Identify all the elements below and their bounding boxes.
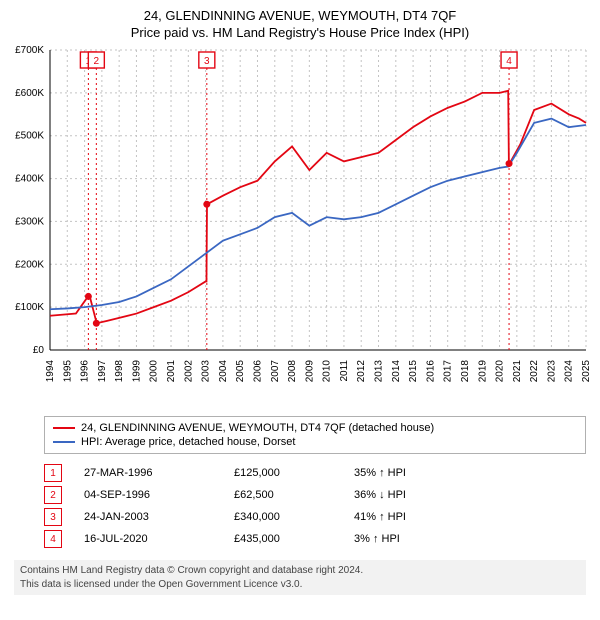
svg-text:2018: 2018 bbox=[460, 360, 471, 383]
marker-price: £340,000 bbox=[234, 511, 354, 523]
svg-text:2006: 2006 bbox=[252, 360, 263, 383]
svg-text:£300K: £300K bbox=[15, 216, 44, 227]
svg-text:£200K: £200K bbox=[15, 259, 44, 270]
svg-text:2001: 2001 bbox=[166, 360, 177, 383]
svg-text:2023: 2023 bbox=[546, 360, 557, 383]
svg-text:2003: 2003 bbox=[201, 360, 212, 383]
svg-text:2007: 2007 bbox=[270, 360, 281, 383]
svg-text:£500K: £500K bbox=[15, 131, 44, 142]
marker-date: 27-MAR-1996 bbox=[84, 467, 234, 479]
footer-attribution: Contains HM Land Registry data © Crown c… bbox=[14, 560, 586, 595]
svg-text:2016: 2016 bbox=[425, 360, 436, 383]
svg-text:4: 4 bbox=[506, 56, 512, 67]
svg-text:1999: 1999 bbox=[131, 360, 142, 383]
svg-text:£600K: £600K bbox=[15, 88, 44, 99]
svg-text:2014: 2014 bbox=[391, 360, 402, 383]
svg-text:2017: 2017 bbox=[443, 360, 454, 383]
legend: 24, GLENDINNING AVENUE, WEYMOUTH, DT4 7Q… bbox=[44, 416, 586, 454]
title-line2: Price paid vs. HM Land Registry's House … bbox=[0, 25, 600, 40]
svg-text:2: 2 bbox=[94, 56, 100, 67]
svg-text:£100K: £100K bbox=[15, 302, 44, 313]
marker-price: £125,000 bbox=[234, 467, 354, 479]
legend-label: 24, GLENDINNING AVENUE, WEYMOUTH, DT4 7Q… bbox=[81, 422, 434, 434]
svg-text:3: 3 bbox=[204, 56, 210, 67]
legend-item: 24, GLENDINNING AVENUE, WEYMOUTH, DT4 7Q… bbox=[53, 421, 577, 435]
svg-text:1997: 1997 bbox=[97, 360, 108, 383]
svg-text:2004: 2004 bbox=[218, 360, 229, 383]
svg-text:2005: 2005 bbox=[235, 360, 246, 383]
marker-row: 2 04-SEP-1996£62,50036% ↓ HPI bbox=[44, 484, 586, 506]
chart-area: £0 £100K £200K £300K £400K £500K £600K £700K 199… bbox=[0, 44, 600, 410]
svg-text:2025: 2025 bbox=[581, 360, 592, 383]
svg-text:2008: 2008 bbox=[287, 360, 298, 383]
chart-svg: £0 £100K £200K £300K £400K £500K £600K £700K 199… bbox=[0, 44, 600, 410]
marker-price: £435,000 bbox=[234, 533, 354, 545]
svg-text:1994: 1994 bbox=[45, 360, 56, 383]
legend-item: HPI: Average price, detached house, Dors… bbox=[53, 435, 577, 449]
svg-text:1995: 1995 bbox=[62, 360, 73, 383]
svg-text:£700K: £700K bbox=[15, 45, 44, 56]
svg-text:1996: 1996 bbox=[80, 360, 91, 383]
svg-text:2022: 2022 bbox=[529, 360, 540, 383]
svg-text:2021: 2021 bbox=[512, 360, 523, 383]
svg-text:2024: 2024 bbox=[564, 360, 575, 383]
legend-swatch bbox=[53, 441, 75, 443]
marker-date: 04-SEP-1996 bbox=[84, 489, 234, 501]
footer-line2: This data is licensed under the Open Gov… bbox=[20, 578, 580, 592]
marker-date: 24-JAN-2003 bbox=[84, 511, 234, 523]
marker-delta: 36% ↓ HPI bbox=[354, 489, 474, 501]
marker-badge: 3 bbox=[44, 508, 62, 526]
title-block: 24, GLENDINNING AVENUE, WEYMOUTH, DT4 7Q… bbox=[0, 0, 600, 44]
marker-price: £62,500 bbox=[234, 489, 354, 501]
svg-text:2020: 2020 bbox=[495, 360, 506, 383]
svg-text:£400K: £400K bbox=[15, 174, 44, 185]
marker-badge: 1 bbox=[44, 464, 62, 482]
marker-row: 4 16-JUL-2020£435,0003% ↑ HPI bbox=[44, 528, 586, 550]
marker-delta: 35% ↑ HPI bbox=[354, 467, 474, 479]
marker-badge: 2 bbox=[44, 486, 62, 504]
marker-delta: 41% ↑ HPI bbox=[354, 511, 474, 523]
title-line1: 24, GLENDINNING AVENUE, WEYMOUTH, DT4 7Q… bbox=[0, 8, 600, 23]
marker-row: 1 27-MAR-1996£125,00035% ↑ HPI bbox=[44, 462, 586, 484]
svg-text:2011: 2011 bbox=[339, 360, 350, 382]
marker-delta: 3% ↑ HPI bbox=[354, 533, 474, 545]
chart-container: 24, GLENDINNING AVENUE, WEYMOUTH, DT4 7Q… bbox=[0, 0, 600, 595]
svg-text:2000: 2000 bbox=[149, 360, 160, 383]
marker-row: 3 24-JAN-2003£340,00041% ↑ HPI bbox=[44, 506, 586, 528]
marker-table: 1 27-MAR-1996£125,00035% ↑ HPI 2 04-SEP-199… bbox=[44, 462, 586, 550]
legend-label: HPI: Average price, detached house, Dors… bbox=[81, 436, 295, 448]
marker-badge: 4 bbox=[44, 530, 62, 548]
legend-swatch bbox=[53, 427, 75, 429]
svg-text:2019: 2019 bbox=[477, 360, 488, 383]
svg-text:2009: 2009 bbox=[304, 360, 315, 383]
svg-text:2015: 2015 bbox=[408, 360, 419, 383]
svg-text:2013: 2013 bbox=[374, 360, 385, 383]
svg-text:2002: 2002 bbox=[183, 360, 194, 383]
svg-text:£0: £0 bbox=[33, 345, 45, 356]
svg-text:2010: 2010 bbox=[322, 360, 333, 383]
svg-text:2012: 2012 bbox=[356, 360, 367, 383]
svg-text:1998: 1998 bbox=[114, 360, 125, 383]
marker-date: 16-JUL-2020 bbox=[84, 533, 234, 545]
footer-line1: Contains HM Land Registry data © Crown c… bbox=[20, 564, 580, 578]
